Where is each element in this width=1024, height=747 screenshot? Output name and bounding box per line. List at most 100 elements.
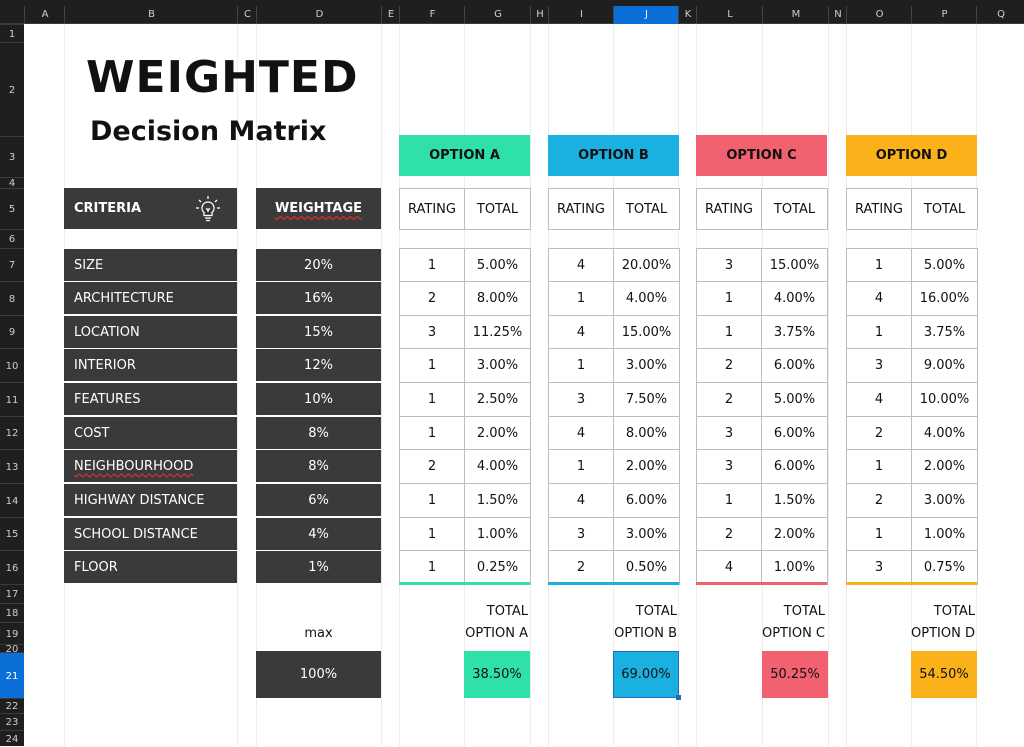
- weightage-cell[interactable]: 8%: [256, 417, 381, 449]
- total-cell[interactable]: 3.75%: [911, 315, 978, 350]
- column-header-g[interactable]: G: [464, 6, 531, 24]
- selection-fill-handle[interactable]: [676, 695, 681, 700]
- column-header-i[interactable]: I: [548, 6, 614, 24]
- rating-cell[interactable]: 2: [399, 281, 465, 316]
- rating-cell[interactable]: 1: [846, 449, 912, 484]
- weightage-cell[interactable]: 10%: [256, 383, 381, 415]
- rating-cell[interactable]: 3: [548, 517, 614, 552]
- criteria-header[interactable]: CRITERIA: [64, 188, 237, 229]
- rating-cell[interactable]: 3: [696, 449, 762, 484]
- total-cell[interactable]: 4.00%: [761, 281, 828, 316]
- rating-cell[interactable]: 4: [548, 416, 614, 451]
- max-value[interactable]: 100%: [256, 651, 381, 698]
- total-cell[interactable]: 20.00%: [613, 248, 680, 283]
- rating-cell[interactable]: 1: [399, 416, 465, 451]
- total-cell[interactable]: 1.00%: [911, 517, 978, 552]
- rating-cell[interactable]: 2: [399, 449, 465, 484]
- total-cell[interactable]: 15.00%: [613, 315, 680, 350]
- rating-cell[interactable]: 4: [846, 382, 912, 417]
- rating-cell[interactable]: 4: [548, 315, 614, 350]
- rating-cell[interactable]: 1: [399, 348, 465, 383]
- total-cell[interactable]: 8.00%: [464, 281, 531, 316]
- rating-cell[interactable]: 4: [548, 483, 614, 518]
- total-value-d[interactable]: 54.50%: [911, 651, 977, 698]
- rating-header[interactable]: RATING: [846, 188, 912, 230]
- total-header[interactable]: TOTAL: [613, 188, 680, 230]
- total-cell[interactable]: 1.50%: [464, 483, 531, 518]
- column-header-j[interactable]: J: [613, 6, 679, 24]
- criteria-cell[interactable]: SCHOOL DISTANCE: [64, 518, 237, 550]
- total-cell[interactable]: 10.00%: [911, 382, 978, 417]
- column-header-d[interactable]: D: [256, 6, 382, 24]
- criteria-cell[interactable]: FEATURES: [64, 383, 237, 415]
- weightage-header[interactable]: WEIGHTAGE: [256, 188, 381, 229]
- row-header-3[interactable]: 3: [0, 136, 24, 178]
- total-cell[interactable]: 15.00%: [761, 248, 828, 283]
- total-cell[interactable]: 16.00%: [911, 281, 978, 316]
- total-cell[interactable]: 6.00%: [761, 449, 828, 484]
- rating-cell[interactable]: 1: [548, 281, 614, 316]
- option-header-a[interactable]: OPTION A: [399, 135, 530, 176]
- option-header-c[interactable]: OPTION C: [696, 135, 827, 176]
- total-cell[interactable]: 2.00%: [464, 416, 531, 451]
- rating-header[interactable]: RATING: [399, 188, 465, 230]
- criteria-cell[interactable]: FLOOR: [64, 551, 237, 583]
- row-header-2[interactable]: 2: [0, 42, 24, 137]
- rating-cell[interactable]: 2: [548, 550, 614, 585]
- rating-header[interactable]: RATING: [548, 188, 614, 230]
- row-header-12[interactable]: 12: [0, 416, 24, 450]
- option-header-b[interactable]: OPTION B: [548, 135, 679, 176]
- row-header-5[interactable]: 5: [0, 188, 24, 230]
- column-header-m[interactable]: M: [762, 6, 829, 24]
- total-cell[interactable]: 5.00%: [761, 382, 828, 417]
- column-header-h[interactable]: H: [530, 6, 549, 24]
- criteria-cell[interactable]: SIZE: [64, 249, 237, 281]
- rating-cell[interactable]: 3: [846, 550, 912, 585]
- row-header-10[interactable]: 10: [0, 348, 24, 383]
- rating-header[interactable]: RATING: [696, 188, 762, 230]
- total-cell[interactable]: 3.75%: [761, 315, 828, 350]
- row-header-4[interactable]: 4: [0, 177, 24, 189]
- row-header-14[interactable]: 14: [0, 483, 24, 518]
- rating-cell[interactable]: 1: [696, 483, 762, 518]
- weightage-cell[interactable]: 1%: [256, 551, 381, 583]
- total-cell[interactable]: 1.00%: [464, 517, 531, 552]
- rating-cell[interactable]: 3: [696, 248, 762, 283]
- row-header-9[interactable]: 9: [0, 315, 24, 349]
- rating-cell[interactable]: 2: [846, 416, 912, 451]
- total-cell[interactable]: 6.00%: [761, 348, 828, 383]
- rating-cell[interactable]: 1: [846, 248, 912, 283]
- total-cell[interactable]: 9.00%: [911, 348, 978, 383]
- rating-cell[interactable]: 2: [846, 483, 912, 518]
- rating-cell[interactable]: 2: [696, 517, 762, 552]
- total-cell[interactable]: 7.50%: [613, 382, 680, 417]
- column-header-c[interactable]: C: [237, 6, 257, 24]
- option-header-d[interactable]: OPTION D: [846, 135, 977, 176]
- row-header-8[interactable]: 8: [0, 281, 24, 316]
- criteria-cell[interactable]: LOCATION: [64, 316, 237, 348]
- rating-cell[interactable]: 1: [399, 517, 465, 552]
- total-cell[interactable]: 3.00%: [464, 348, 531, 383]
- criteria-cell[interactable]: NEIGHBOURHOOD: [64, 450, 237, 482]
- rating-cell[interactable]: 3: [696, 416, 762, 451]
- total-cell[interactable]: 11.25%: [464, 315, 531, 350]
- row-header-13[interactable]: 13: [0, 449, 24, 484]
- total-cell[interactable]: 4.00%: [464, 449, 531, 484]
- total-cell[interactable]: 3.00%: [911, 483, 978, 518]
- criteria-cell[interactable]: INTERIOR: [64, 349, 237, 381]
- rating-cell[interactable]: 2: [696, 382, 762, 417]
- row-header-18[interactable]: 18: [0, 603, 24, 623]
- rating-cell[interactable]: 1: [399, 550, 465, 585]
- rating-cell[interactable]: 4: [846, 281, 912, 316]
- row-header-15[interactable]: 15: [0, 517, 24, 551]
- total-cell[interactable]: 1.00%: [761, 550, 828, 585]
- row-header-23[interactable]: 23: [0, 713, 24, 731]
- row-header-6[interactable]: 6: [0, 229, 24, 249]
- column-header-k[interactable]: K: [678, 6, 697, 24]
- rating-cell[interactable]: 2: [696, 348, 762, 383]
- rating-cell[interactable]: 3: [846, 348, 912, 383]
- total-cell[interactable]: 5.00%: [464, 248, 531, 283]
- total-cell[interactable]: 1.50%: [761, 483, 828, 518]
- column-header-n[interactable]: N: [828, 6, 847, 24]
- total-cell[interactable]: 6.00%: [761, 416, 828, 451]
